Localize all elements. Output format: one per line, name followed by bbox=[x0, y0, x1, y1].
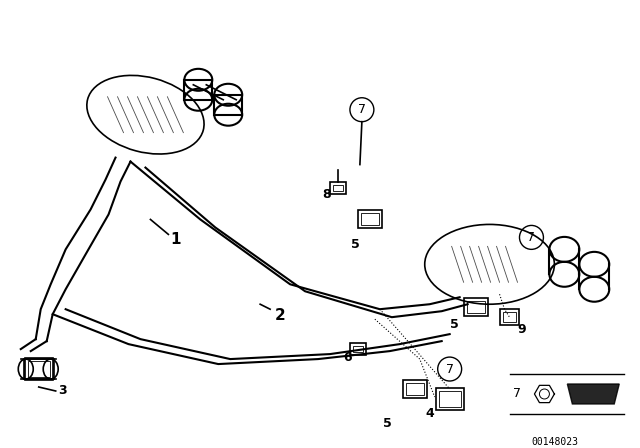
Text: 3: 3 bbox=[58, 384, 67, 397]
Text: 7: 7 bbox=[527, 231, 536, 244]
Text: 7: 7 bbox=[513, 388, 522, 401]
Text: 5: 5 bbox=[451, 318, 459, 331]
Text: 5: 5 bbox=[351, 238, 359, 251]
Text: 00148023: 00148023 bbox=[531, 437, 578, 447]
Text: 5: 5 bbox=[383, 418, 392, 431]
Text: 4: 4 bbox=[426, 407, 434, 420]
Text: 9: 9 bbox=[517, 323, 526, 336]
Text: 7: 7 bbox=[445, 362, 454, 375]
Polygon shape bbox=[568, 384, 620, 404]
Text: 6: 6 bbox=[344, 351, 352, 364]
Text: 1: 1 bbox=[170, 232, 180, 247]
Text: 7: 7 bbox=[358, 103, 366, 116]
Text: 2: 2 bbox=[275, 308, 285, 323]
Text: 8: 8 bbox=[323, 188, 332, 201]
